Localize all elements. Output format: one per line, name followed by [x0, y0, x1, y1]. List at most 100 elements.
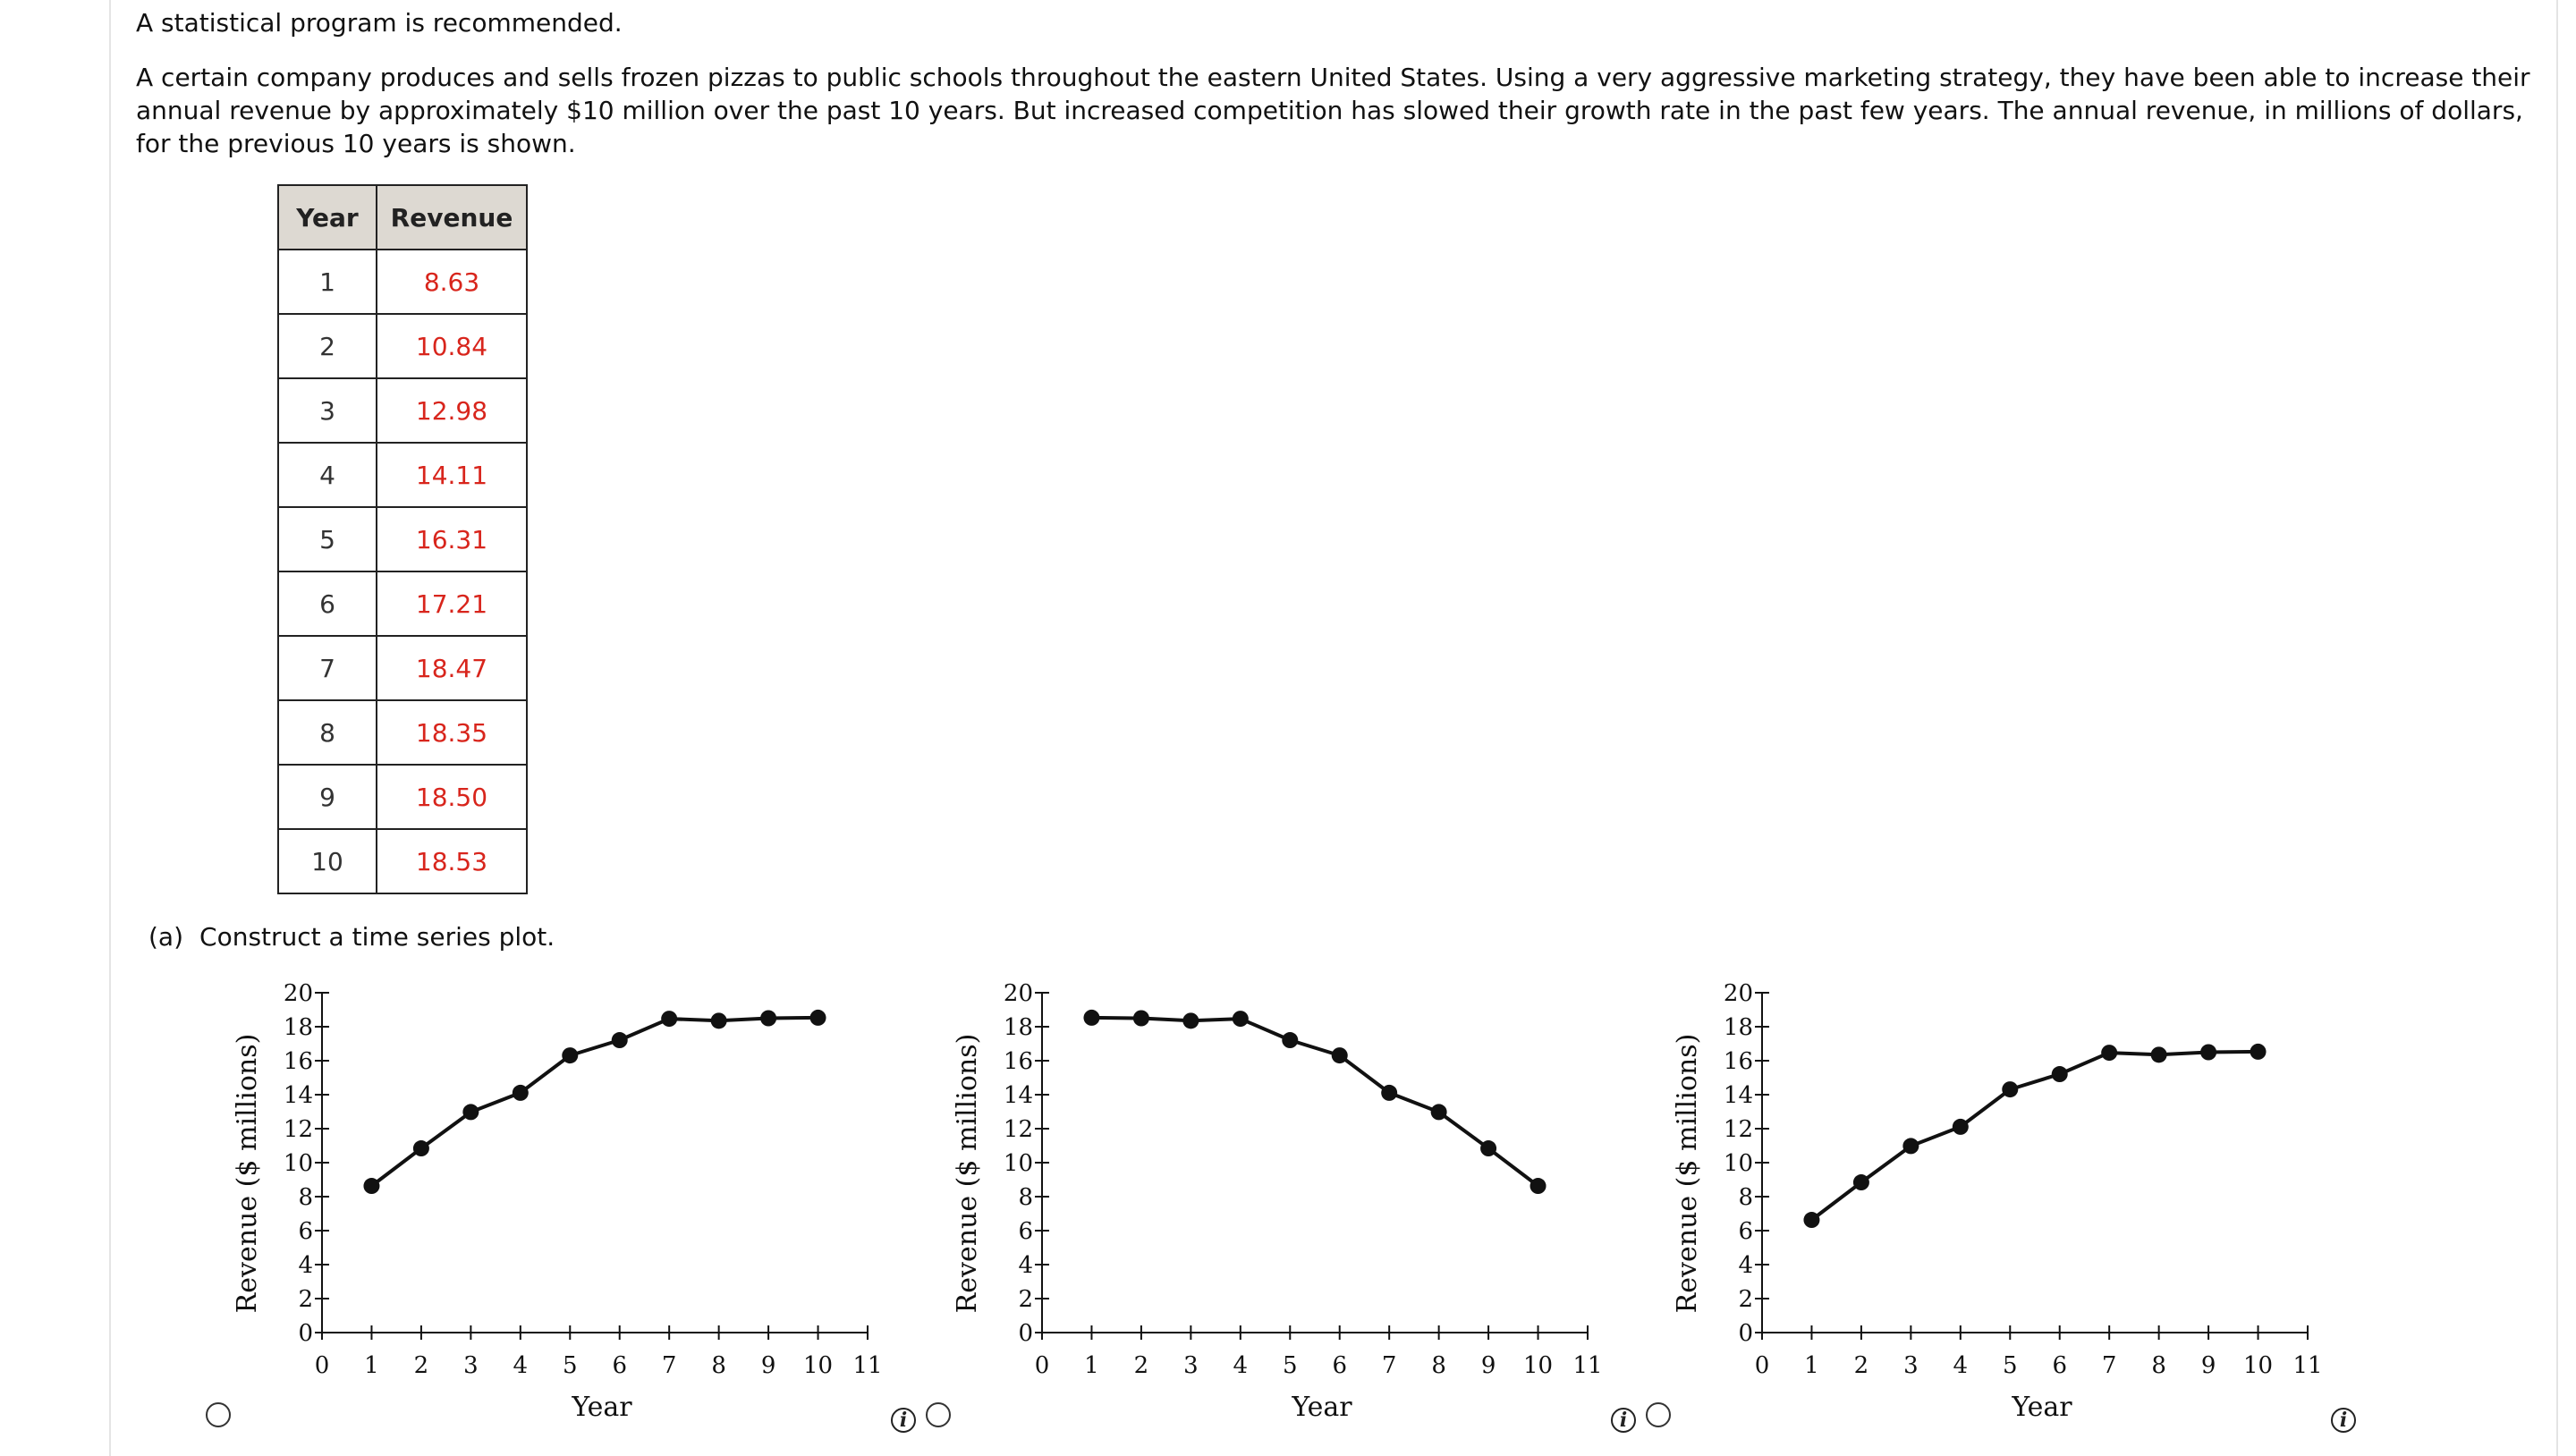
x-tick-label: 8: [2151, 1352, 2166, 1379]
y-tick-label: 14: [284, 1082, 313, 1109]
x-tick-label: 0: [1035, 1352, 1050, 1379]
data-point: [1852, 1174, 1869, 1191]
table-row: 7 18.47: [277, 635, 528, 701]
table-row: 3 12.98: [277, 377, 528, 444]
year-cell: 7: [277, 635, 377, 701]
y-tick-label: 6: [1738, 1218, 1753, 1245]
data-point: [2051, 1066, 2068, 1083]
x-tick-label: 4: [1953, 1352, 1969, 1379]
y-tick-label: 8: [1018, 1184, 1033, 1211]
table-row: 10 18.53: [277, 828, 528, 894]
option-3-radio[interactable]: [1646, 1402, 1671, 1427]
year-cell: 3: [277, 377, 377, 444]
part-a-prompt: (a) Construct a time series plot.: [148, 921, 555, 953]
x-tick-label: 1: [364, 1352, 379, 1379]
y-tick-label: 18: [284, 1014, 313, 1041]
revenue-cell: 17.21: [376, 571, 528, 637]
x-tick-label: 2: [414, 1352, 429, 1379]
series-line: [1810, 1049, 2258, 1222]
x-tick-label: 9: [2201, 1352, 2216, 1379]
y-tick-label: 20: [1724, 980, 1753, 1007]
x-tick-label: 8: [711, 1352, 726, 1379]
data-point: [1083, 1009, 1100, 1026]
y-tick-label: 16: [284, 1048, 313, 1075]
x-tick-label: 8: [1431, 1352, 1446, 1379]
x-tick-label: 2: [1854, 1352, 1869, 1379]
table-row: 9 18.50: [277, 764, 528, 830]
year-cell: 8: [277, 699, 377, 766]
y-tick-label: 6: [1018, 1218, 1033, 1245]
x-tick-label: 1: [1804, 1352, 1819, 1379]
y-tick-label: 18: [1004, 1014, 1033, 1041]
x-tick-label: 0: [1755, 1352, 1770, 1379]
x-tick-label: 5: [1283, 1352, 1298, 1379]
data-point: [1530, 1178, 1546, 1195]
y-tick-label: 4: [1738, 1252, 1753, 1279]
y-tick-label: 6: [298, 1218, 313, 1245]
y-tick-label: 16: [1724, 1048, 1753, 1075]
revenue-table: Year Revenue 1 8.63 2 10.84 3 12.98 4 14.11 …: [277, 184, 528, 894]
data-point: [1480, 1140, 1497, 1157]
y-tick-label: 16: [1004, 1048, 1033, 1075]
data-point: [760, 1010, 777, 1027]
x-tick-label: 6: [1332, 1352, 1347, 1379]
revenue-cell: 18.47: [376, 635, 528, 701]
y-tick-label: 2: [1738, 1286, 1753, 1313]
x-tick-label: 1: [1084, 1352, 1099, 1379]
x-tick-label: 6: [2052, 1352, 2067, 1379]
revenue-cell: 8.63: [376, 249, 528, 315]
data-point: [562, 1047, 579, 1064]
info-icon[interactable]: i: [891, 1408, 916, 1433]
x-tick-label: 5: [2003, 1352, 2018, 1379]
x-tick-label: 10: [1523, 1352, 1553, 1379]
option-2-radio[interactable]: [926, 1402, 951, 1427]
x-tick-label: 11: [2292, 1352, 2322, 1379]
y-tick-label: 8: [298, 1184, 313, 1211]
data-point: [1232, 1011, 1249, 1028]
y-axis-title: Revenue ($ millions): [952, 1034, 983, 1314]
x-tick-label: 10: [803, 1352, 833, 1379]
x-tick-label: 7: [662, 1352, 677, 1379]
data-point: [1381, 1084, 1398, 1101]
part-a-label: (a): [148, 922, 184, 952]
y-tick-label: 2: [1018, 1286, 1033, 1313]
table-row: 6 17.21: [277, 571, 528, 637]
option-1-radio[interactable]: [206, 1402, 231, 1427]
data-point: [661, 1011, 678, 1028]
data-point: [1331, 1047, 1348, 1064]
x-tick-label: 7: [2102, 1352, 2117, 1379]
x-tick-label: 3: [1903, 1352, 1919, 1379]
x-tick-label: 0: [315, 1352, 330, 1379]
x-tick-label: 11: [1572, 1352, 1602, 1379]
info-icon[interactable]: i: [1611, 1408, 1636, 1433]
x-tick-label: 6: [612, 1352, 627, 1379]
table-row: 8 18.35: [277, 699, 528, 766]
data-point: [1282, 1032, 1299, 1049]
data-point: [1430, 1104, 1447, 1121]
data-point: [363, 1178, 380, 1195]
y-tick-label: 4: [1018, 1252, 1033, 1279]
info-icon[interactable]: i: [2331, 1408, 2356, 1433]
data-point: [512, 1084, 529, 1101]
year-cell: 9: [277, 764, 377, 830]
data-point: [1902, 1138, 1919, 1155]
column-header-revenue: Revenue: [376, 184, 528, 250]
y-tick-label: 14: [1724, 1082, 1753, 1109]
column-header-year: Year: [277, 184, 377, 250]
y-tick-label: 12: [284, 1116, 313, 1143]
series-line: [1091, 1015, 1539, 1188]
recommendation-text: A statistical program is recommended.: [136, 8, 623, 38]
year-cell: 1: [277, 249, 377, 315]
y-tick-label: 12: [1724, 1116, 1753, 1143]
data-point: [462, 1104, 479, 1121]
table-row: 2 10.84: [277, 313, 528, 379]
x-axis-title: Year: [1291, 1392, 1352, 1423]
y-tick-label: 10: [1004, 1150, 1033, 1177]
data-point: [1132, 1010, 1149, 1027]
x-tick-label: 11: [852, 1352, 882, 1379]
part-a-instruction: Construct a time series plot.: [199, 922, 555, 952]
year-cell: 2: [277, 313, 377, 379]
data-point: [2200, 1044, 2217, 1061]
